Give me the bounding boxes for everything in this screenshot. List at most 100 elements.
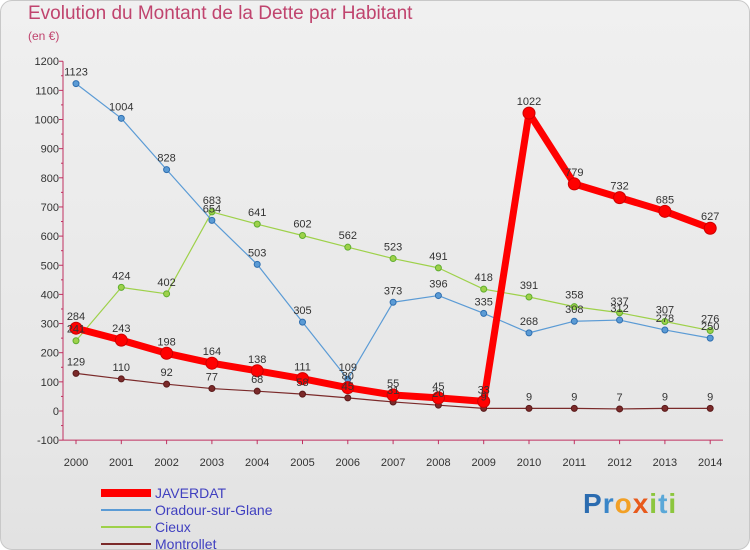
x-tick-label: 2014 <box>698 457 722 469</box>
data-label: 243 <box>112 323 130 335</box>
y-tick-label: 0 <box>53 406 59 418</box>
data-label: 308 <box>565 304 583 316</box>
data-point <box>706 334 714 342</box>
x-tick-label: 2010 <box>517 457 541 469</box>
data-label: 278 <box>656 313 674 325</box>
data-point <box>706 404 714 412</box>
data-label: 164 <box>203 346 221 358</box>
data-label: 418 <box>475 272 493 284</box>
legend-swatch <box>101 526 151 528</box>
logo-letter: i <box>668 488 678 519</box>
data-point <box>525 293 533 301</box>
data-point <box>616 316 624 324</box>
data-label: 1022 <box>517 96 541 108</box>
legend-swatch <box>101 543 151 545</box>
data-label: 562 <box>339 230 357 242</box>
data-label: 305 <box>293 305 311 317</box>
legend-label: Montrollet <box>155 536 217 550</box>
data-point <box>616 405 624 413</box>
x-tick-label: 2002 <box>154 457 178 469</box>
data-point <box>253 220 261 228</box>
data-point <box>205 356 219 370</box>
x-tick-label: 2001 <box>109 457 133 469</box>
data-label: 45 <box>342 381 354 393</box>
chart-title: Evolution du Montant de la Dette par Hab… <box>28 3 413 24</box>
data-label: 138 <box>248 354 266 366</box>
data-point <box>72 80 80 88</box>
y-tick-label: 700 <box>41 202 59 214</box>
data-point <box>163 166 171 174</box>
data-point <box>344 243 352 251</box>
data-point <box>389 255 397 263</box>
data-point <box>341 381 355 395</box>
data-label: 391 <box>520 280 538 292</box>
data-label: 241 <box>67 324 85 336</box>
data-label: 523 <box>384 242 402 254</box>
data-point <box>344 394 352 402</box>
data-point <box>386 388 400 402</box>
data-label: 402 <box>157 277 175 289</box>
y-tick-label: 1100 <box>35 85 59 97</box>
y-tick-label: 900 <box>41 144 59 156</box>
data-point <box>567 177 581 191</box>
y-tick-label: 800 <box>41 173 59 185</box>
data-label: 33 <box>478 384 490 396</box>
data-label: 77 <box>206 372 218 384</box>
legend-label: Oradour-sur-Glane <box>155 502 273 518</box>
y-tick-label: 200 <box>41 348 59 360</box>
chart-subtitle: (en €) <box>28 29 60 43</box>
data-label: 396 <box>429 279 447 291</box>
data-point <box>658 204 672 218</box>
data-label: 9 <box>481 391 487 403</box>
legend-label: Cieux <box>155 519 191 535</box>
data-point <box>522 106 536 120</box>
series-line-1 <box>75 83 711 380</box>
logo-letter: r <box>602 488 615 519</box>
x-tick-label: 2013 <box>653 457 677 469</box>
data-label: 268 <box>520 316 538 328</box>
x-tick-label: 2003 <box>200 457 224 469</box>
y-tick-label: 1200 <box>35 56 59 68</box>
logo-letter: t <box>658 488 669 519</box>
data-label: 358 <box>565 290 583 302</box>
y-tick-label: 100 <box>41 377 59 389</box>
data-point <box>431 391 445 405</box>
data-label: 198 <box>157 336 175 348</box>
data-point <box>117 114 125 122</box>
data-point <box>160 346 174 360</box>
data-label: 45 <box>432 381 444 393</box>
logo-letter: P <box>583 488 603 519</box>
x-tick-label: 2004 <box>245 457 269 469</box>
data-point <box>163 290 171 298</box>
data-point <box>208 216 216 224</box>
data-point <box>613 191 627 205</box>
x-tick-label: 2009 <box>471 457 495 469</box>
data-label: 276 <box>701 314 719 326</box>
data-point <box>299 318 306 326</box>
data-label: 284 <box>67 311 85 323</box>
data-point <box>480 285 488 293</box>
data-point <box>434 292 442 300</box>
data-label: 9 <box>571 391 577 403</box>
data-point <box>570 303 578 311</box>
data-point <box>616 309 624 317</box>
data-point <box>253 387 261 395</box>
data-point <box>163 380 171 388</box>
data-point <box>117 375 125 383</box>
data-label: 1004 <box>109 101 133 113</box>
data-label: 491 <box>429 251 447 263</box>
x-tick-label: 2007 <box>381 457 405 469</box>
data-point <box>525 404 533 412</box>
data-label: 9 <box>526 391 532 403</box>
x-tick-label: 2008 <box>426 457 450 469</box>
data-point <box>480 309 488 317</box>
data-point <box>525 329 533 337</box>
data-label: 337 <box>610 296 628 308</box>
data-label: 111 <box>294 362 311 374</box>
data-label: 654 <box>203 203 221 215</box>
data-label: 373 <box>384 285 402 297</box>
y-tick-label: 500 <box>41 260 59 272</box>
data-label: 307 <box>656 305 674 317</box>
